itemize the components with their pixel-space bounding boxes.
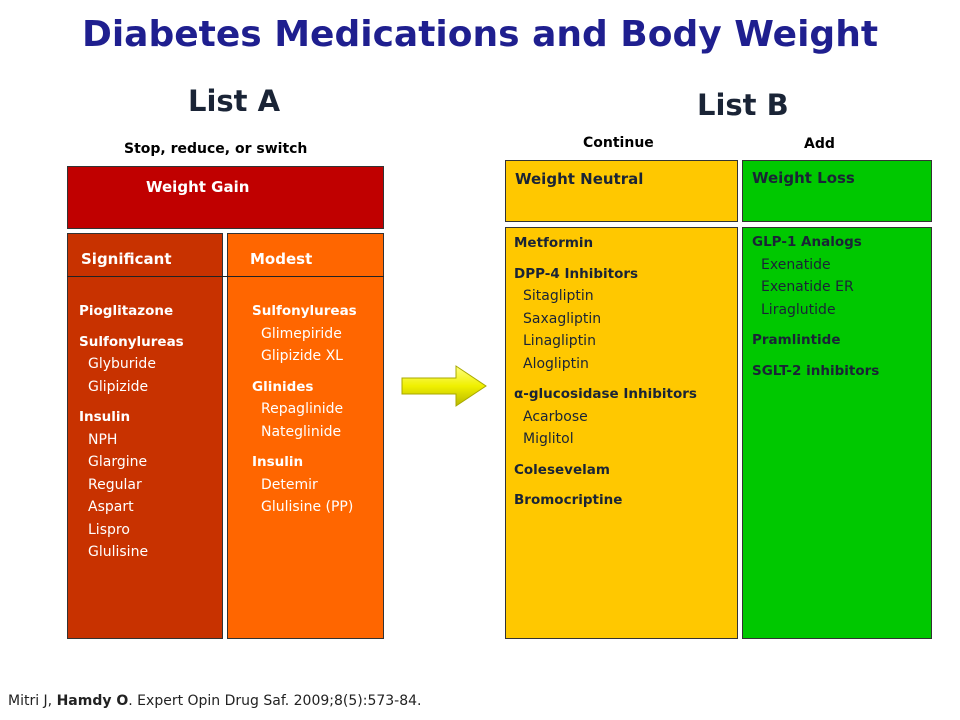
drug-name: Detemir bbox=[261, 476, 318, 493]
list-a-heading: List A bbox=[188, 84, 281, 118]
list-spacer bbox=[79, 323, 219, 331]
drug-name: Saxagliptin bbox=[523, 310, 602, 327]
list-spacer bbox=[252, 443, 382, 451]
significant-column bbox=[67, 233, 223, 639]
drug-class-label: DPP-4 Inhibitors bbox=[514, 265, 639, 282]
list-spacer bbox=[752, 352, 928, 360]
list-spacer bbox=[514, 375, 734, 383]
drug-name: Glargine bbox=[88, 454, 148, 470]
list-b-heading: List B bbox=[697, 88, 789, 122]
list-spacer bbox=[514, 481, 734, 489]
list-spacer bbox=[752, 321, 928, 329]
weight-neutral-header-box bbox=[505, 160, 738, 222]
weight-loss-drug-list: GLP-1 Analogs Exenatide Exenatide ER Liragl… bbox=[752, 231, 928, 382]
list-spacer bbox=[79, 398, 219, 406]
drug-class-label: Sulfonylureas bbox=[252, 303, 357, 319]
weight-loss-column bbox=[742, 227, 932, 639]
drug-name: Exenatide bbox=[761, 256, 831, 273]
citation-suffix: . Expert Opin Drug Saf. 2009;8(5):573-84… bbox=[128, 693, 422, 709]
list-spacer bbox=[252, 368, 382, 376]
drug-name: Glyburide bbox=[88, 356, 156, 372]
modest-drug-list: Sulfonylureas Glimepiride Glipizide XL Glin… bbox=[252, 300, 382, 519]
drug-name: Miglitol bbox=[523, 431, 574, 447]
drug-class-label: Pioglitazone bbox=[79, 303, 174, 319]
weight-gain-label: Weight Gain bbox=[146, 178, 250, 196]
drug-name: Nateglinide bbox=[261, 423, 342, 440]
drug-class-label: Bromocriptine bbox=[514, 492, 623, 508]
weight-loss-header: Weight Loss bbox=[752, 169, 855, 187]
modest-column bbox=[227, 233, 384, 639]
significant-header: Significant bbox=[81, 250, 172, 268]
drug-name: Aspart bbox=[88, 499, 134, 515]
weight-loss-header-box bbox=[742, 160, 932, 222]
drug-name: Linagliptin bbox=[523, 333, 596, 349]
drug-class-label: Insulin bbox=[79, 409, 131, 425]
drug-name: Glimepiride bbox=[261, 325, 342, 342]
drug-name: Glulisine (PP) bbox=[261, 499, 354, 515]
citation-prefix: Mitri J, bbox=[8, 693, 57, 709]
weight-gain-box bbox=[67, 166, 384, 229]
list-a-subheading: Stop, reduce, or switch bbox=[124, 141, 308, 157]
weight-neutral-column bbox=[505, 227, 738, 639]
citation: Mitri J, Hamdy O. Expert Opin Drug Saf. … bbox=[8, 693, 422, 709]
weight-neutral-header: Weight Neutral bbox=[515, 170, 644, 188]
modest-header: Modest bbox=[250, 250, 313, 268]
drug-name: Alogliptin bbox=[523, 355, 589, 372]
drug-name: Acarbose bbox=[523, 408, 588, 425]
add-label: Add bbox=[804, 136, 835, 152]
drug-name: Glipizide XL bbox=[261, 348, 343, 364]
drug-class-label: GLP-1 Analogs bbox=[752, 234, 862, 250]
page-title: Diabetes Medications and Body Weight bbox=[81, 14, 879, 55]
header-divider bbox=[67, 276, 384, 277]
drug-name: Exenatide ER bbox=[761, 279, 854, 295]
citation-author: Hamdy O bbox=[56, 693, 129, 709]
weight-neutral-drug-list: Metformin DPP-4 Inhibitors Sitagliptin Saxa… bbox=[514, 232, 734, 512]
drug-name: Sitagliptin bbox=[523, 288, 594, 304]
right-arrow-icon bbox=[401, 365, 487, 407]
drug-name: Repaglinide bbox=[261, 401, 344, 417]
drug-class-label: Glinides bbox=[252, 378, 314, 395]
drug-class-label: Colesevelam bbox=[514, 461, 610, 478]
drug-class-label: Pramlintide bbox=[752, 332, 841, 348]
drug-name: Glipizide bbox=[88, 378, 149, 395]
drug-name: Regular bbox=[88, 476, 142, 493]
continue-label: Continue bbox=[583, 135, 654, 151]
list-spacer bbox=[514, 451, 734, 459]
list-spacer bbox=[514, 255, 734, 263]
drug-class-label: Insulin bbox=[252, 454, 304, 470]
drug-class-label: Sulfonylureas bbox=[79, 333, 184, 350]
drug-name: Lispro bbox=[88, 521, 130, 538]
significant-drug-list: Pioglitazone Sulfonylureas Glyburide Glipiz… bbox=[79, 300, 219, 564]
drug-class-label: Metformin bbox=[514, 235, 594, 251]
drug-name: NPH bbox=[88, 431, 118, 448]
drug-name: Liraglutide bbox=[761, 301, 836, 318]
drug-class-label: SGLT-2 inhibitors bbox=[752, 362, 880, 379]
drug-name: Glulisine bbox=[88, 544, 149, 560]
drug-class-label: α-glucosidase Inhibitors bbox=[514, 386, 697, 402]
